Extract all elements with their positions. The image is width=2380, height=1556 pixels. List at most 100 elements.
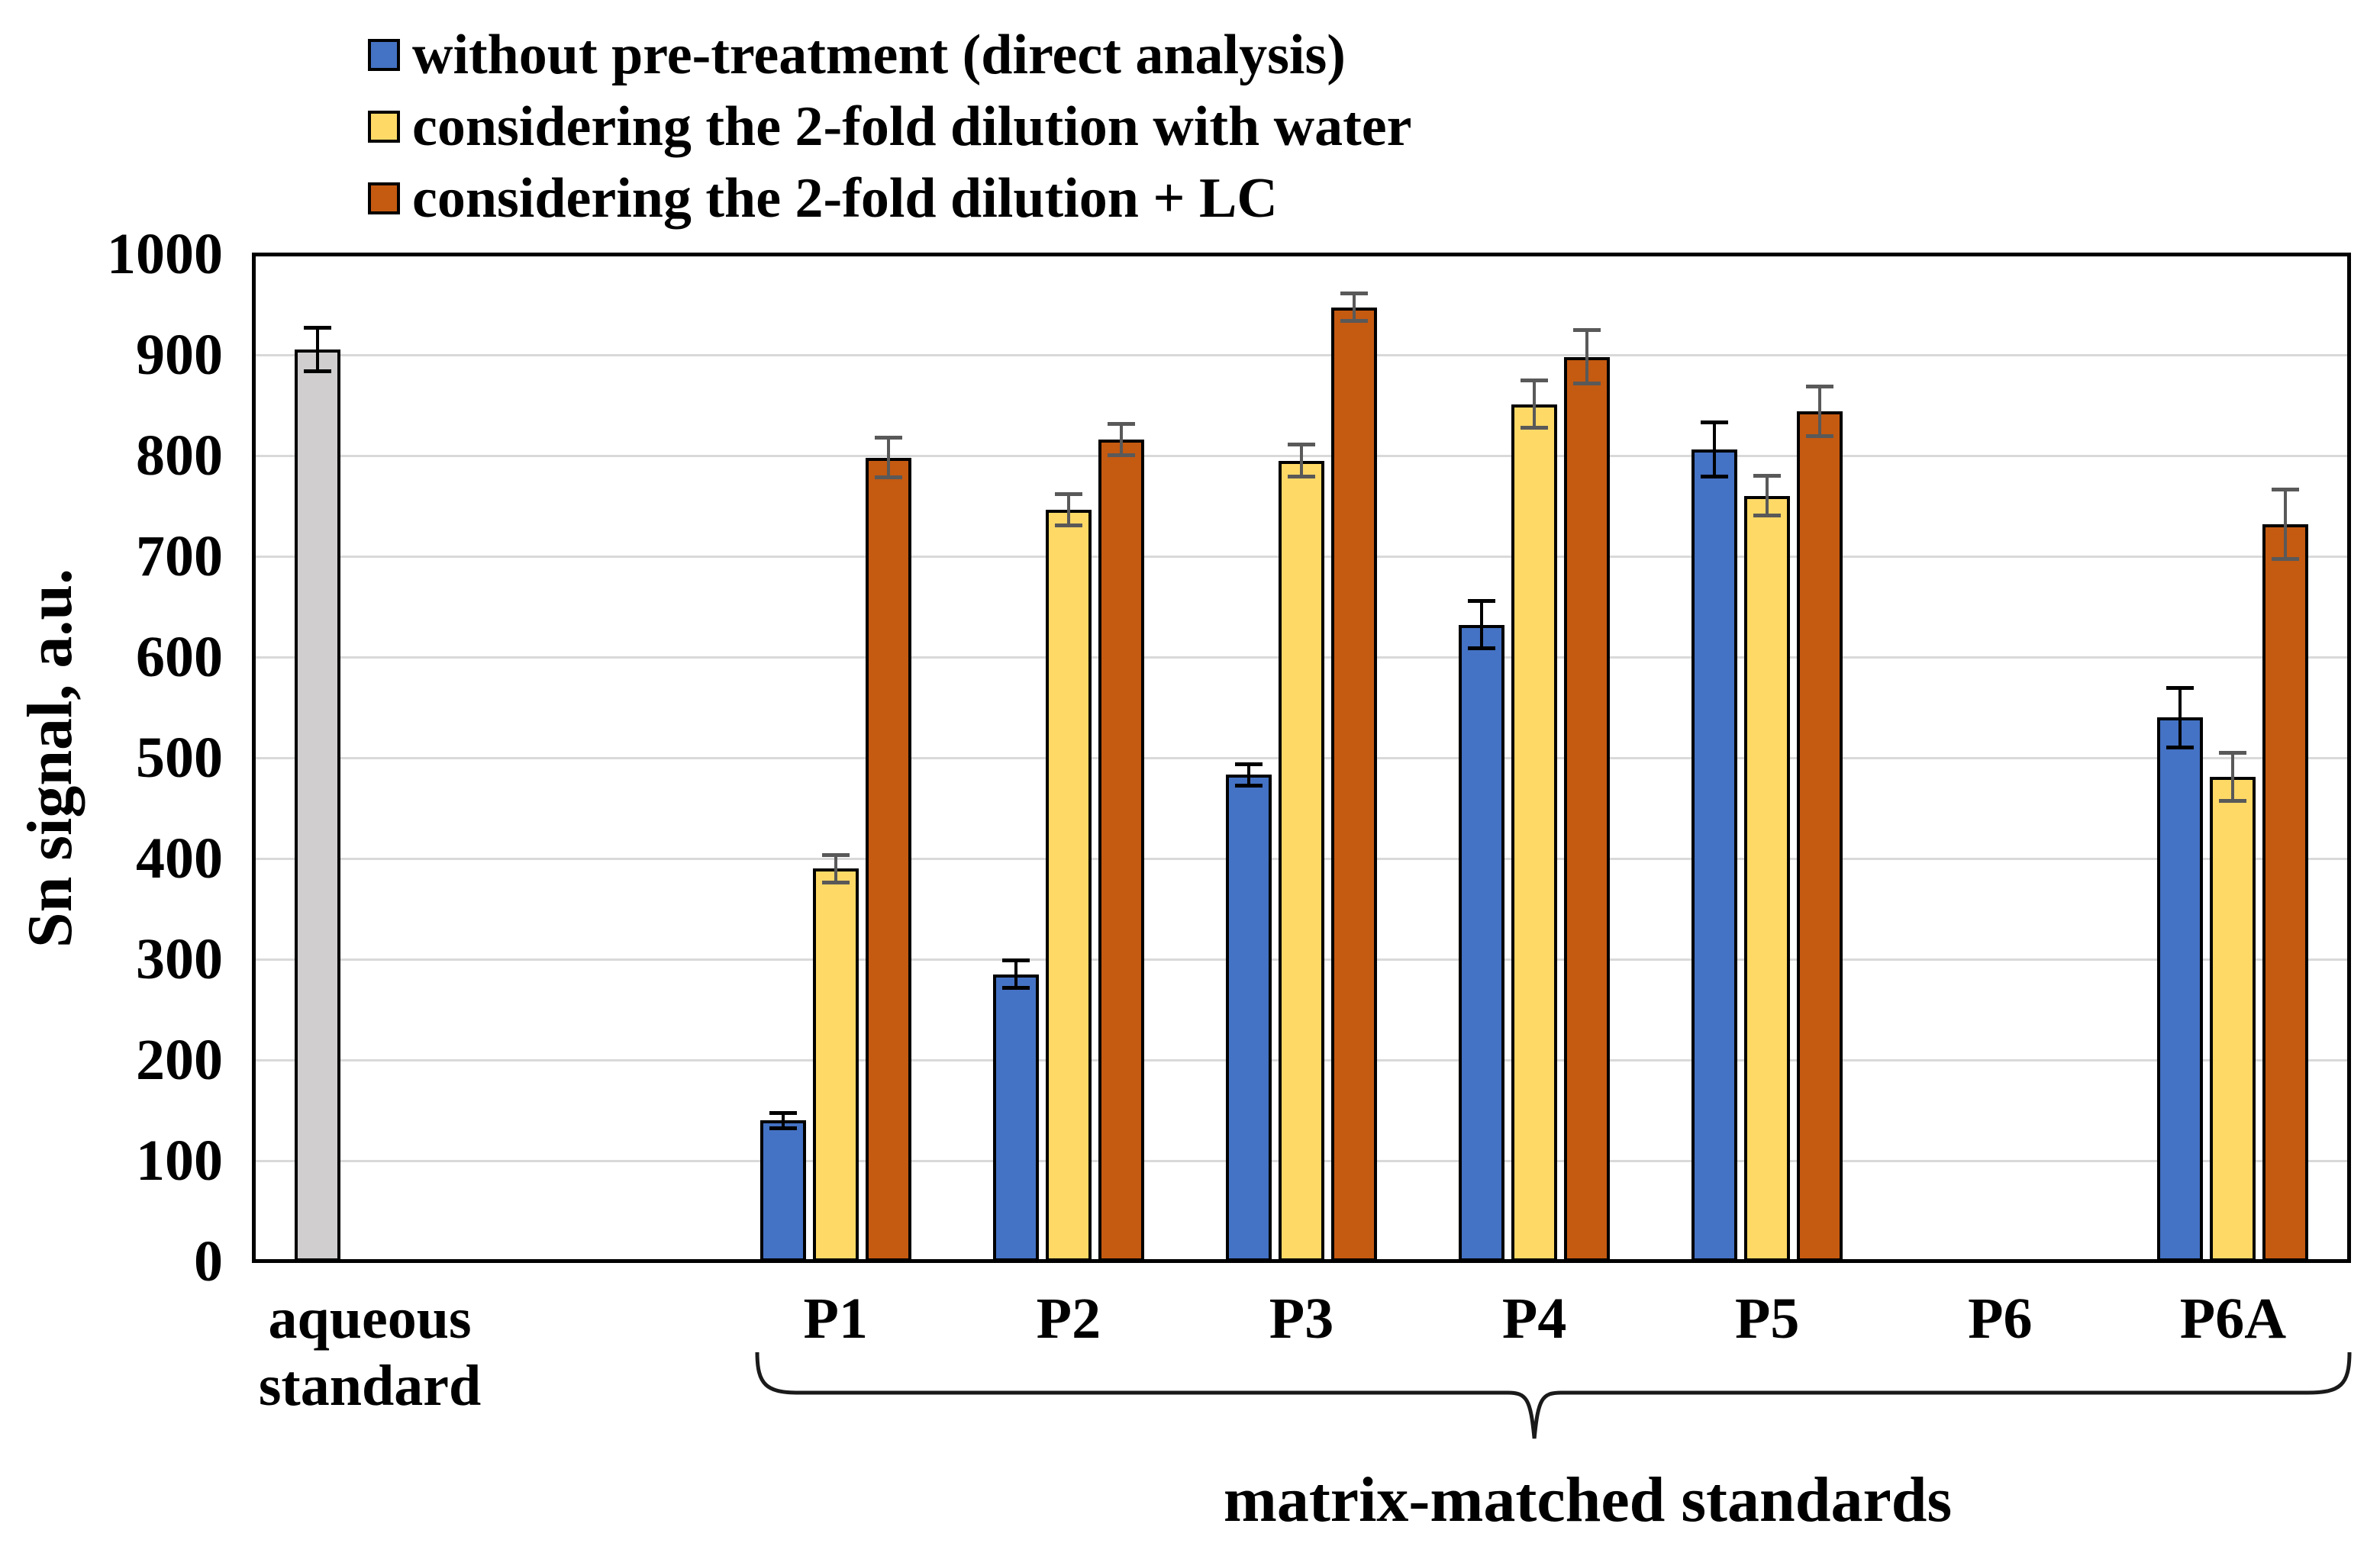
error-bar xyxy=(1480,601,1484,649)
error-bar-cap xyxy=(1573,382,1601,386)
legend-swatch-icon xyxy=(368,182,400,214)
error-bar-cap xyxy=(1340,292,1368,296)
error-bar-cap xyxy=(1235,762,1263,766)
legend-item: considering the 2-fold dilution + LC xyxy=(368,163,1411,234)
bar xyxy=(760,1120,806,1261)
error-bar-cap xyxy=(1340,319,1368,324)
error-bar-cap xyxy=(821,852,850,857)
error-bar xyxy=(2178,687,2182,748)
error-bar-cap xyxy=(2166,745,2195,749)
y-tick-label: 300 xyxy=(136,927,223,991)
x-category-label: P3 xyxy=(1269,1287,1334,1351)
error-bar-cap xyxy=(303,326,331,330)
bar xyxy=(2210,777,2256,1261)
error-bar xyxy=(1014,960,1017,989)
error-bar-cap xyxy=(1468,599,1496,604)
error-bar xyxy=(2231,752,2235,801)
error-bar xyxy=(886,437,890,478)
x-category-label: P1 xyxy=(803,1287,868,1351)
brace-label: matrix-matched standards xyxy=(1223,1464,1953,1535)
error-bar-cap xyxy=(1001,958,1030,963)
curly-brace xyxy=(755,1351,2352,1439)
error-bar xyxy=(1300,444,1303,477)
x-category-label: P2 xyxy=(1036,1287,1101,1351)
bar xyxy=(2262,524,2308,1261)
error-bar xyxy=(1353,293,1356,322)
error-bar xyxy=(1766,475,1769,517)
bar xyxy=(993,975,1039,1261)
legend-label: considering the 2-fold dilution with wat… xyxy=(412,95,1412,158)
y-tick-label: 400 xyxy=(136,826,223,891)
bar xyxy=(1279,461,1324,1261)
error-bar-cap xyxy=(1573,328,1601,332)
y-tick-label: 100 xyxy=(136,1129,223,1193)
y-tick-label: 500 xyxy=(136,726,223,790)
error-bar xyxy=(1533,380,1537,429)
error-bar-cap xyxy=(1107,421,1135,426)
y-tick-label: 1000 xyxy=(107,222,223,286)
legend-swatch-icon xyxy=(368,111,400,143)
error-bar-cap xyxy=(1806,384,1834,388)
error-bar-cap xyxy=(1701,474,1729,478)
error-bar xyxy=(1585,330,1589,385)
error-bar-cap xyxy=(1753,474,1782,478)
bar xyxy=(1459,625,1504,1261)
error-bar xyxy=(1119,423,1123,456)
error-bar xyxy=(1066,494,1070,527)
error-bar-cap xyxy=(2219,751,2247,755)
error-bar-cap xyxy=(2219,798,2247,803)
error-bar-cap xyxy=(1806,433,1834,438)
error-bar-cap xyxy=(2272,556,2300,561)
error-bar-cap xyxy=(874,436,902,440)
error-bar xyxy=(2284,488,2288,559)
error-bar xyxy=(1247,763,1250,786)
error-bar-cap xyxy=(1235,783,1263,788)
x-category-label: P6A xyxy=(2179,1287,2287,1351)
y-tick-label: 0 xyxy=(194,1229,223,1293)
error-bar-cap xyxy=(1753,514,1782,518)
error-bar-cap xyxy=(1288,443,1315,447)
error-bar-cap xyxy=(1054,523,1082,528)
y-axis-title: Sn signal, a.u. xyxy=(5,254,96,1261)
error-bar xyxy=(781,1112,785,1129)
bar xyxy=(1046,510,1092,1261)
y-tick-label: 900 xyxy=(136,323,223,387)
bar xyxy=(2157,717,2203,1261)
bar xyxy=(1226,775,1272,1261)
legend-label: without pre-treatment (direct analysis) xyxy=(412,24,1346,86)
y-tick-label: 700 xyxy=(136,524,223,588)
error-bar-cap xyxy=(1521,426,1549,430)
error-bar-cap xyxy=(874,475,902,480)
y-tick-label: 800 xyxy=(136,424,223,488)
bar xyxy=(1797,411,1843,1261)
error-bar-cap xyxy=(769,1110,797,1115)
y-tick-label: 600 xyxy=(136,625,223,689)
legend-item: considering the 2-fold dilution with wat… xyxy=(368,91,1411,163)
error-bar-cap xyxy=(2272,487,2300,491)
error-bar-cap xyxy=(1054,492,1082,497)
error-bar-cap xyxy=(1468,646,1496,651)
x-category-label: P6 xyxy=(1968,1287,2033,1351)
bar xyxy=(1098,440,1144,1261)
bar xyxy=(1744,496,1790,1261)
error-bar-cap xyxy=(303,369,331,374)
bar xyxy=(813,868,859,1261)
error-bar-cap xyxy=(1521,379,1549,382)
error-bar xyxy=(834,854,837,883)
error-bar-cap xyxy=(1701,420,1729,425)
error-bar xyxy=(1818,385,1822,437)
error-bar-cap xyxy=(2166,685,2195,690)
error-bar-cap xyxy=(1001,986,1030,991)
bar xyxy=(866,458,911,1261)
legend-item: without pre-treatment (direct analysis) xyxy=(368,19,1411,91)
x-category-label: P5 xyxy=(1735,1287,1800,1351)
legend: without pre-treatment (direct analysis) c… xyxy=(368,19,1411,234)
error-bar-cap xyxy=(1288,474,1315,478)
bar xyxy=(295,350,340,1261)
gridline xyxy=(253,353,2349,356)
error-bar xyxy=(315,327,319,372)
bar xyxy=(1331,308,1377,1261)
error-bar-cap xyxy=(769,1126,797,1130)
error-bar xyxy=(1713,422,1717,477)
